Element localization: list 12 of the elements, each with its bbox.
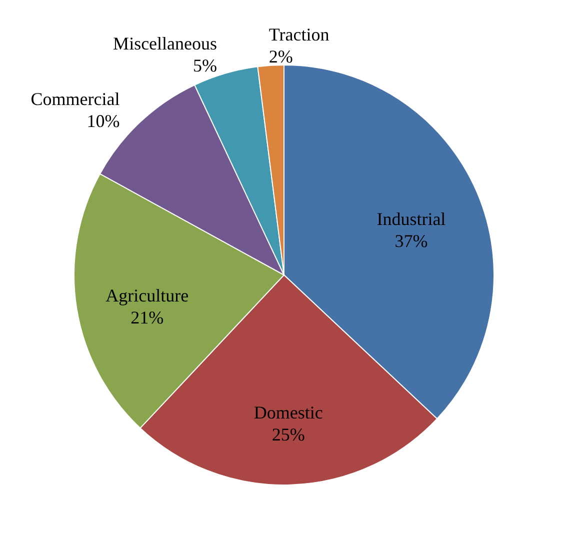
- data-label: 25%: [272, 424, 305, 445]
- slice-label: Agriculture: [106, 286, 189, 306]
- data-label: 10%: [86, 111, 120, 132]
- slice-label: Domestic: [254, 402, 323, 423]
- data-label: 2%: [268, 46, 293, 66]
- slice-label: Commercial: [30, 89, 120, 110]
- data-label: 21%: [130, 308, 164, 328]
- slice-label: Miscellaneous: [113, 34, 218, 54]
- slice-label: Traction: [268, 24, 330, 44]
- data-label: 37%: [394, 230, 428, 251]
- data-label: 5%: [193, 56, 218, 76]
- slice-label: Industrial: [376, 208, 446, 229]
